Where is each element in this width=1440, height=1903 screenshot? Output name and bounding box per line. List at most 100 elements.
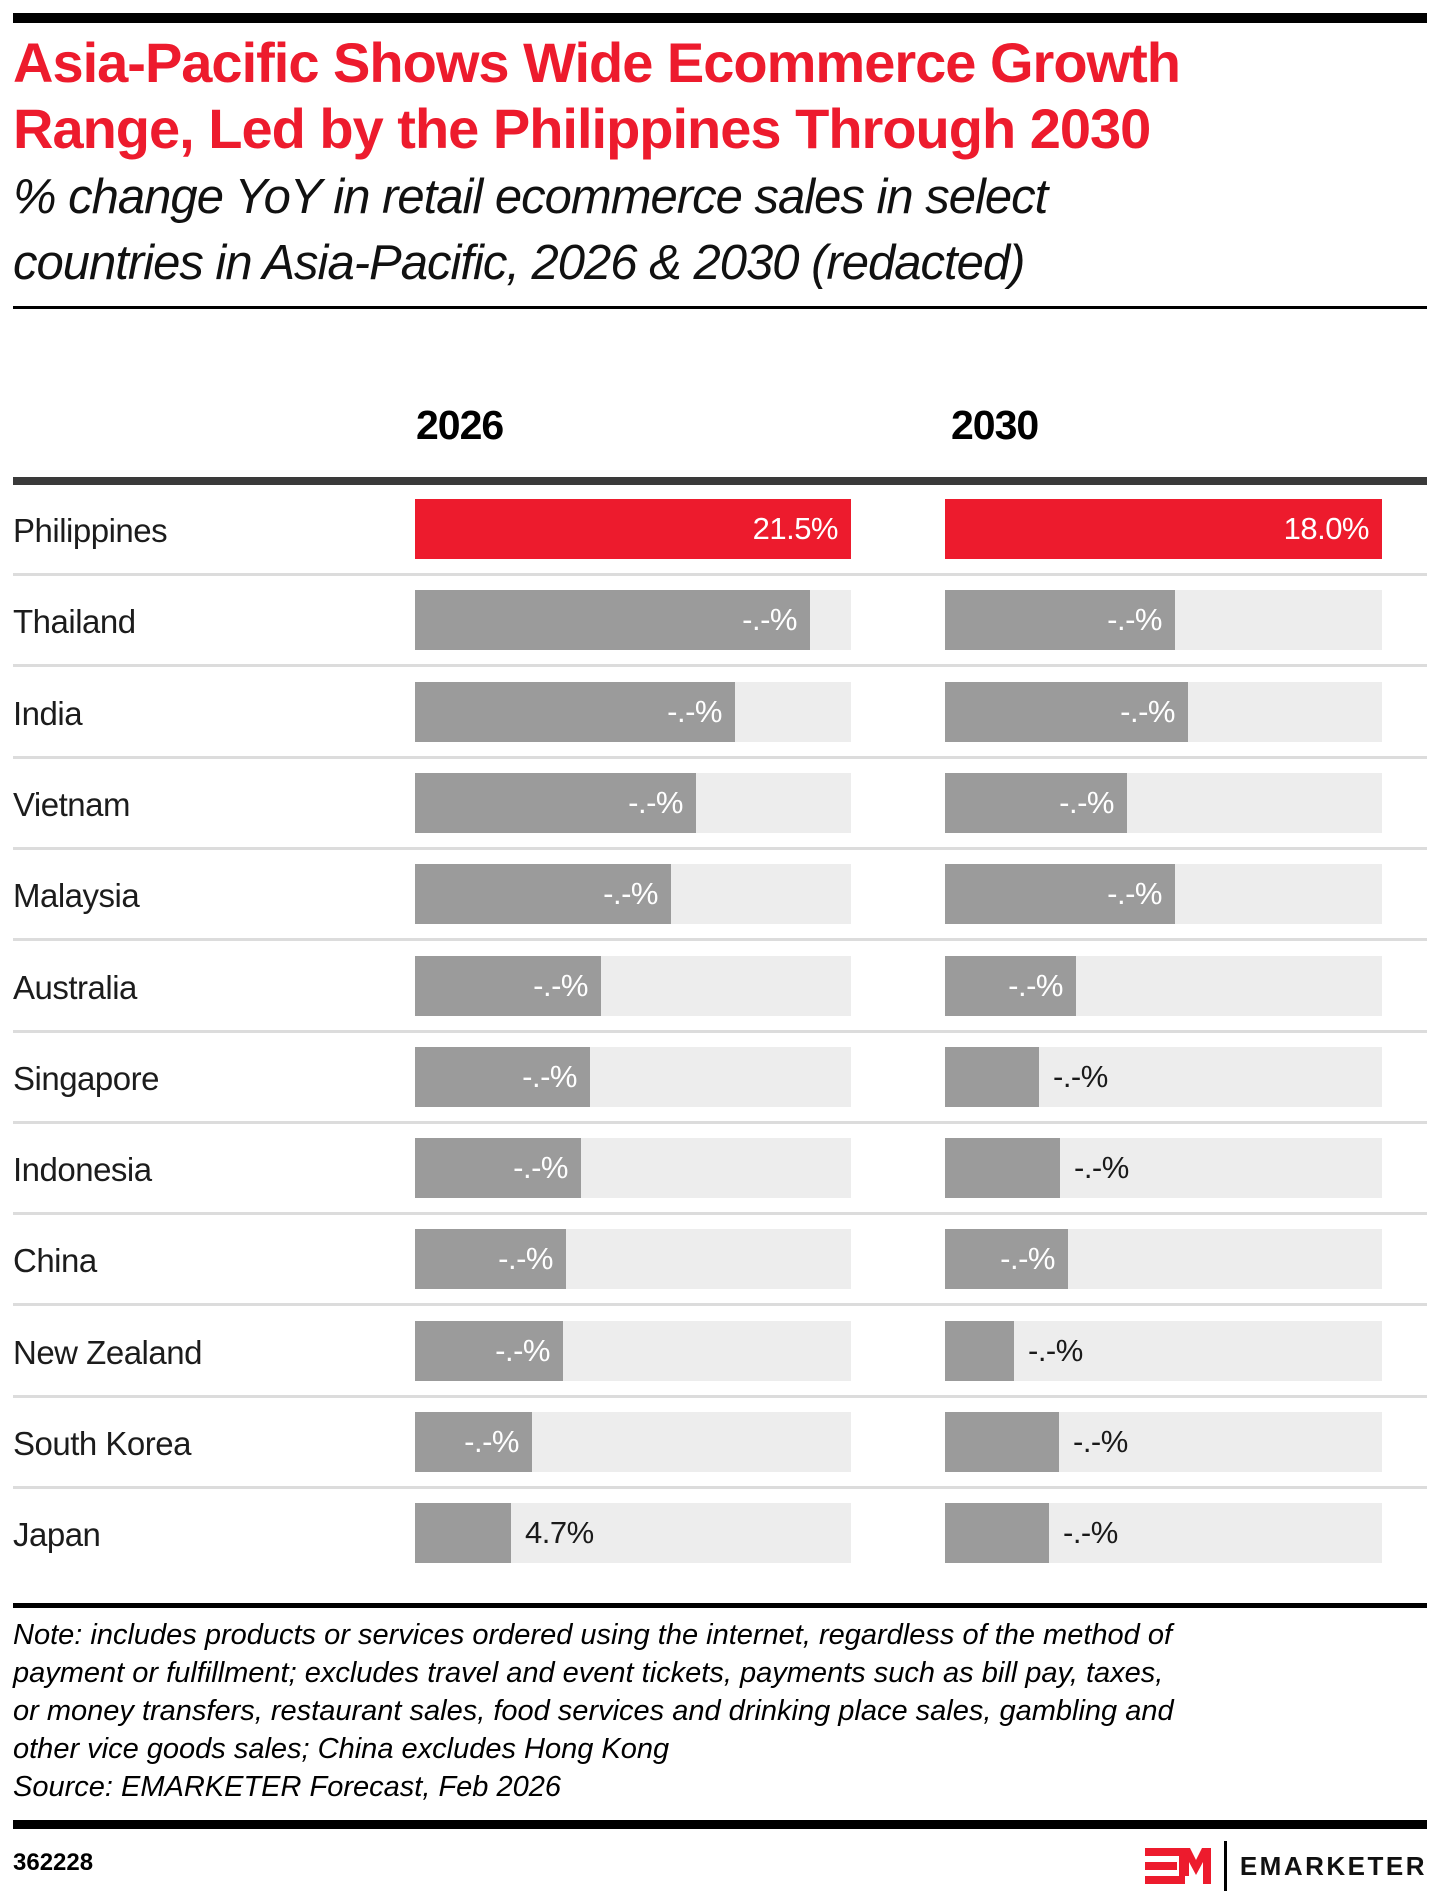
bar-fill-2030 (945, 1503, 1049, 1563)
table-row: Philippines 21.5% 18.0% (0, 485, 1440, 576)
row-divider (13, 756, 1427, 759)
country-label: Singapore (13, 1059, 159, 1097)
source-line: Source: EMARKETER Forecast, Feb 2026 (13, 1771, 561, 1803)
bar-track-2026: -.-% (415, 590, 851, 650)
bar-value-2026: 21.5% (752, 511, 839, 546)
bar-fill-2030 (945, 1412, 1059, 1472)
bar-value-2026: -.-% (603, 876, 658, 911)
bar-value-2026: -.-% (464, 1424, 519, 1459)
bar-fill-2026: -.-% (415, 864, 671, 924)
bar-value-2030: -.-% (1000, 1241, 1055, 1276)
table-row: New Zealand -.-% -.-% (0, 1307, 1440, 1398)
bar-value-2026: -.-% (522, 1059, 577, 1094)
bar-fill-2030: -.-% (945, 956, 1076, 1016)
row-divider (13, 938, 1427, 941)
footnote-line: Note: includes products or services orde… (13, 1619, 1173, 1651)
country-label: Vietnam (13, 785, 130, 823)
bar-track-2030: -.-% (945, 1321, 1382, 1381)
bar-fill-2026: -.-% (415, 773, 696, 833)
bar-value-2030: -.-% (1073, 1424, 1128, 1459)
row-divider (13, 847, 1427, 850)
brand-separator (1223, 1841, 1227, 1891)
table-row: Japan 4.7% -.-% (0, 1489, 1440, 1580)
bar-track-2026: -.-% (415, 956, 851, 1016)
bar-fill-2030: -.-% (945, 773, 1127, 833)
top-accent-bar (13, 13, 1427, 23)
bar-value-2026: -.-% (513, 1150, 568, 1185)
bar-track-2030: -.-% (945, 1138, 1382, 1198)
country-label: China (13, 1241, 97, 1279)
page-title-line-1: Asia-Pacific Shows Wide Ecommerce Growth (13, 31, 1181, 94)
bar-track-2030: -.-% (945, 956, 1382, 1016)
country-label: New Zealand (13, 1333, 202, 1371)
row-divider (13, 664, 1427, 667)
bar-track-2026: -.-% (415, 1047, 851, 1107)
table-row: South Korea -.-% -.-% (0, 1398, 1440, 1489)
table-row: China -.-% -.-% (0, 1215, 1440, 1306)
footnote-line: or money transfers, restaurant sales, fo… (13, 1695, 1174, 1727)
bar-fill-2026: -.-% (415, 682, 735, 742)
bar-fill-2026: -.-% (415, 956, 601, 1016)
country-label: Japan (13, 1515, 101, 1553)
bar-value-2030: -.-% (1063, 1515, 1118, 1550)
bar-fill-2026: -.-% (415, 1412, 532, 1472)
country-label: South Korea (13, 1424, 191, 1462)
bar-table: Philippines 21.5% 18.0% Thailand -.-% -.-% Ind… (0, 485, 1440, 1585)
chart-subtitle: % change YoY in retail ecommerce sales i… (13, 164, 1417, 296)
bar-value-2030: -.-% (1120, 694, 1175, 729)
bar-track-2026: -.-% (415, 773, 851, 833)
country-label: Thailand (13, 602, 136, 640)
bar-track-2030: -.-% (945, 590, 1382, 650)
country-label: Philippines (13, 511, 168, 549)
row-divider (13, 573, 1427, 576)
bar-value-2026: 4.7% (525, 1515, 594, 1550)
row-divider (13, 1121, 1427, 1124)
bar-track-2026: 4.7% (415, 1503, 851, 1563)
table-row: Vietnam -.-% -.-% (0, 759, 1440, 850)
header-divider-rule (13, 306, 1427, 309)
table-row: Australia -.-% -.-% (0, 942, 1440, 1033)
bar-fill-2026 (415, 1503, 511, 1563)
bar-value-2030: -.-% (1107, 876, 1162, 911)
table-bottom-rule (13, 1603, 1427, 1608)
bar-value-2026: -.-% (742, 602, 797, 637)
bar-value-2026: -.-% (533, 968, 588, 1003)
row-divider (13, 1486, 1427, 1489)
chart-id: 362228 (13, 1849, 94, 1876)
bar-fill-2030: -.-% (945, 864, 1175, 924)
bar-track-2030: -.-% (945, 1503, 1382, 1563)
country-label: Malaysia (13, 876, 140, 914)
row-divider (13, 1395, 1427, 1398)
bar-value-2030: -.-% (1008, 968, 1063, 1003)
table-row: Malaysia -.-% -.-% (0, 850, 1440, 941)
bar-value-2026: -.-% (628, 785, 683, 820)
row-divider (13, 1303, 1427, 1306)
table-top-rule (13, 477, 1427, 485)
bar-fill-2030 (945, 1321, 1014, 1381)
bar-fill-2030 (945, 1138, 1060, 1198)
country-label: India (13, 694, 83, 732)
bar-track-2026: -.-% (415, 864, 851, 924)
table-row: Thailand -.-% -.-% (0, 576, 1440, 667)
bar-track-2026: 21.5% (415, 499, 851, 559)
bar-track-2026: -.-% (415, 1412, 851, 1472)
bar-value-2026: -.-% (495, 1333, 550, 1368)
bar-value-2026: -.-% (667, 694, 722, 729)
page-title-line-2: Range, Led by the Philippines Through 20… (13, 97, 1151, 160)
bar-track-2030: -.-% (945, 1412, 1382, 1472)
bar-fill-2030 (945, 1047, 1039, 1107)
footer-rule (13, 1820, 1427, 1829)
bar-track-2026: -.-% (415, 682, 851, 742)
bar-value-2030: -.-% (1107, 602, 1162, 637)
bar-fill-2030: -.-% (945, 590, 1175, 650)
bar-value-2030: 18.0% (1283, 511, 1370, 546)
country-label: Australia (13, 968, 137, 1006)
bar-fill-2026: -.-% (415, 1321, 563, 1381)
bar-track-2030: -.-% (945, 1229, 1382, 1289)
column-header-2026: 2026 (416, 402, 504, 448)
table-row: India -.-% -.-% (0, 668, 1440, 759)
bar-track-2030: -.-% (945, 773, 1382, 833)
bar-track-2030: -.-% (945, 1047, 1382, 1107)
bar-fill-2030: -.-% (945, 682, 1188, 742)
chart-subtitle-line-2: countries in Asia-Pacific, 2026 & 2030 (… (13, 236, 1025, 290)
